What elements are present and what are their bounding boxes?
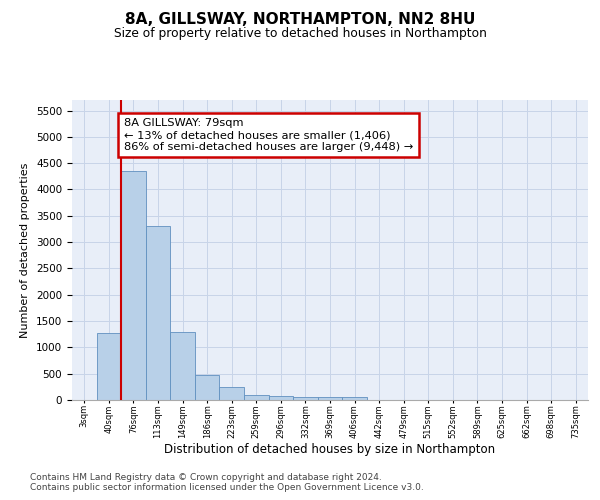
Bar — [293, 397, 318, 400]
Text: 8A GILLSWAY: 79sqm
← 13% of detached houses are smaller (1,406)
86% of semi-deta: 8A GILLSWAY: 79sqm ← 13% of detached hou… — [124, 118, 413, 152]
Text: Distribution of detached houses by size in Northampton: Distribution of detached houses by size … — [164, 442, 496, 456]
Text: Contains public sector information licensed under the Open Government Licence v3: Contains public sector information licen… — [30, 482, 424, 492]
Bar — [170, 332, 195, 400]
Bar — [269, 396, 293, 400]
Bar — [195, 374, 220, 400]
Bar — [244, 394, 269, 400]
Text: 8A, GILLSWAY, NORTHAMPTON, NN2 8HU: 8A, GILLSWAY, NORTHAMPTON, NN2 8HU — [125, 12, 475, 28]
Bar — [146, 226, 170, 400]
Bar — [97, 332, 121, 400]
Text: Contains HM Land Registry data © Crown copyright and database right 2024.: Contains HM Land Registry data © Crown c… — [30, 472, 382, 482]
Bar — [318, 397, 342, 400]
Bar — [121, 171, 146, 400]
Y-axis label: Number of detached properties: Number of detached properties — [20, 162, 31, 338]
Bar — [342, 397, 367, 400]
Bar — [220, 388, 244, 400]
Text: Size of property relative to detached houses in Northampton: Size of property relative to detached ho… — [113, 28, 487, 40]
